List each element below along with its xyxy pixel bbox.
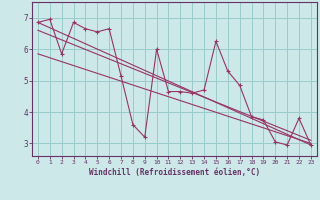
X-axis label: Windchill (Refroidissement éolien,°C): Windchill (Refroidissement éolien,°C) <box>89 168 260 177</box>
